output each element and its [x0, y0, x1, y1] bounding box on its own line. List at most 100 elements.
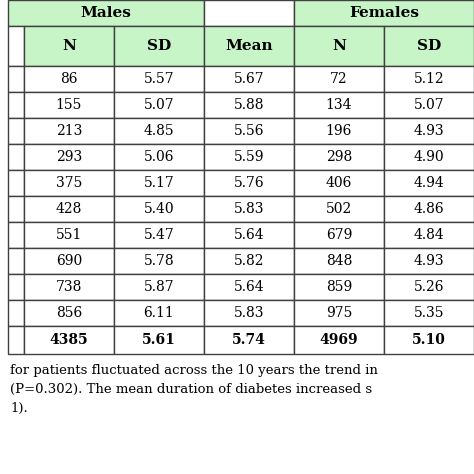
Bar — [8, 26, 24, 66]
Text: 5.47: 5.47 — [144, 228, 174, 242]
Text: 4.94: 4.94 — [414, 176, 444, 190]
Text: 5.61: 5.61 — [142, 333, 176, 347]
Bar — [384, 222, 474, 248]
Bar — [24, 300, 114, 326]
Text: 375: 375 — [56, 176, 82, 190]
Bar — [114, 26, 204, 66]
Bar — [204, 0, 294, 26]
Bar — [384, 170, 474, 196]
Bar — [204, 144, 294, 170]
Text: 738: 738 — [56, 280, 82, 294]
Text: 5.78: 5.78 — [144, 254, 174, 268]
Bar — [8, 222, 24, 248]
Text: 4385: 4385 — [50, 333, 88, 347]
Text: SD: SD — [417, 39, 441, 53]
Bar — [114, 326, 204, 354]
Bar — [294, 196, 384, 222]
Text: N: N — [62, 39, 76, 53]
Text: 1).: 1). — [10, 402, 28, 415]
Text: 406: 406 — [326, 176, 352, 190]
Bar — [204, 248, 294, 274]
Text: 690: 690 — [56, 254, 82, 268]
Bar — [294, 274, 384, 300]
Text: 5.56: 5.56 — [234, 124, 264, 138]
Text: 4.86: 4.86 — [414, 202, 444, 216]
Text: 5.17: 5.17 — [144, 176, 174, 190]
Text: (P=0.302). The mean duration of diabetes increased s: (P=0.302). The mean duration of diabetes… — [10, 383, 372, 396]
Bar — [204, 118, 294, 144]
Bar — [24, 222, 114, 248]
Bar — [24, 118, 114, 144]
Text: 5.40: 5.40 — [144, 202, 174, 216]
Bar — [8, 274, 24, 300]
Bar — [294, 92, 384, 118]
Bar — [24, 66, 114, 92]
Text: 5.83: 5.83 — [234, 306, 264, 320]
Text: 5.67: 5.67 — [234, 72, 264, 86]
Bar — [384, 300, 474, 326]
Text: SD: SD — [147, 39, 171, 53]
Bar — [24, 92, 114, 118]
Bar — [24, 26, 114, 66]
Bar — [294, 300, 384, 326]
Text: 5.35: 5.35 — [414, 306, 444, 320]
Text: 5.10: 5.10 — [412, 333, 446, 347]
Text: 5.64: 5.64 — [234, 280, 264, 294]
Bar — [114, 66, 204, 92]
Text: 848: 848 — [326, 254, 352, 268]
Text: 551: 551 — [56, 228, 82, 242]
Bar — [384, 26, 474, 66]
Text: 86: 86 — [60, 72, 78, 86]
Bar — [384, 248, 474, 274]
Text: 679: 679 — [326, 228, 352, 242]
Bar — [114, 300, 204, 326]
Bar — [384, 274, 474, 300]
Bar — [204, 326, 294, 354]
Bar — [8, 92, 24, 118]
Bar — [8, 300, 24, 326]
Bar — [294, 0, 474, 26]
Text: 975: 975 — [326, 306, 352, 320]
Text: 6.11: 6.11 — [144, 306, 174, 320]
Bar — [8, 118, 24, 144]
Text: 4.93: 4.93 — [414, 254, 444, 268]
Bar — [24, 196, 114, 222]
Bar — [204, 26, 294, 66]
Bar — [294, 66, 384, 92]
Bar — [294, 222, 384, 248]
Text: 5.74: 5.74 — [232, 333, 266, 347]
Bar — [294, 144, 384, 170]
Bar — [24, 170, 114, 196]
Text: 5.87: 5.87 — [144, 280, 174, 294]
Bar — [114, 118, 204, 144]
Bar — [294, 26, 384, 66]
Bar — [204, 274, 294, 300]
Text: 5.26: 5.26 — [414, 280, 444, 294]
Text: 72: 72 — [330, 72, 348, 86]
Bar — [204, 222, 294, 248]
Text: Males: Males — [81, 6, 131, 20]
Bar — [8, 66, 24, 92]
Bar — [8, 144, 24, 170]
Bar — [114, 222, 204, 248]
Bar — [204, 170, 294, 196]
Bar — [114, 248, 204, 274]
Bar — [294, 170, 384, 196]
Text: 859: 859 — [326, 280, 352, 294]
Text: 5.83: 5.83 — [234, 202, 264, 216]
Text: 4.90: 4.90 — [414, 150, 444, 164]
Bar — [8, 248, 24, 274]
Text: 293: 293 — [56, 150, 82, 164]
Text: 134: 134 — [326, 98, 352, 112]
Text: Females: Females — [349, 6, 419, 20]
Bar — [114, 144, 204, 170]
Text: 4969: 4969 — [319, 333, 358, 347]
Text: 5.57: 5.57 — [144, 72, 174, 86]
Bar — [204, 300, 294, 326]
Text: 5.07: 5.07 — [144, 98, 174, 112]
Bar — [24, 326, 114, 354]
Text: 4.93: 4.93 — [414, 124, 444, 138]
Text: 213: 213 — [56, 124, 82, 138]
Bar — [384, 118, 474, 144]
Text: 4.84: 4.84 — [414, 228, 444, 242]
